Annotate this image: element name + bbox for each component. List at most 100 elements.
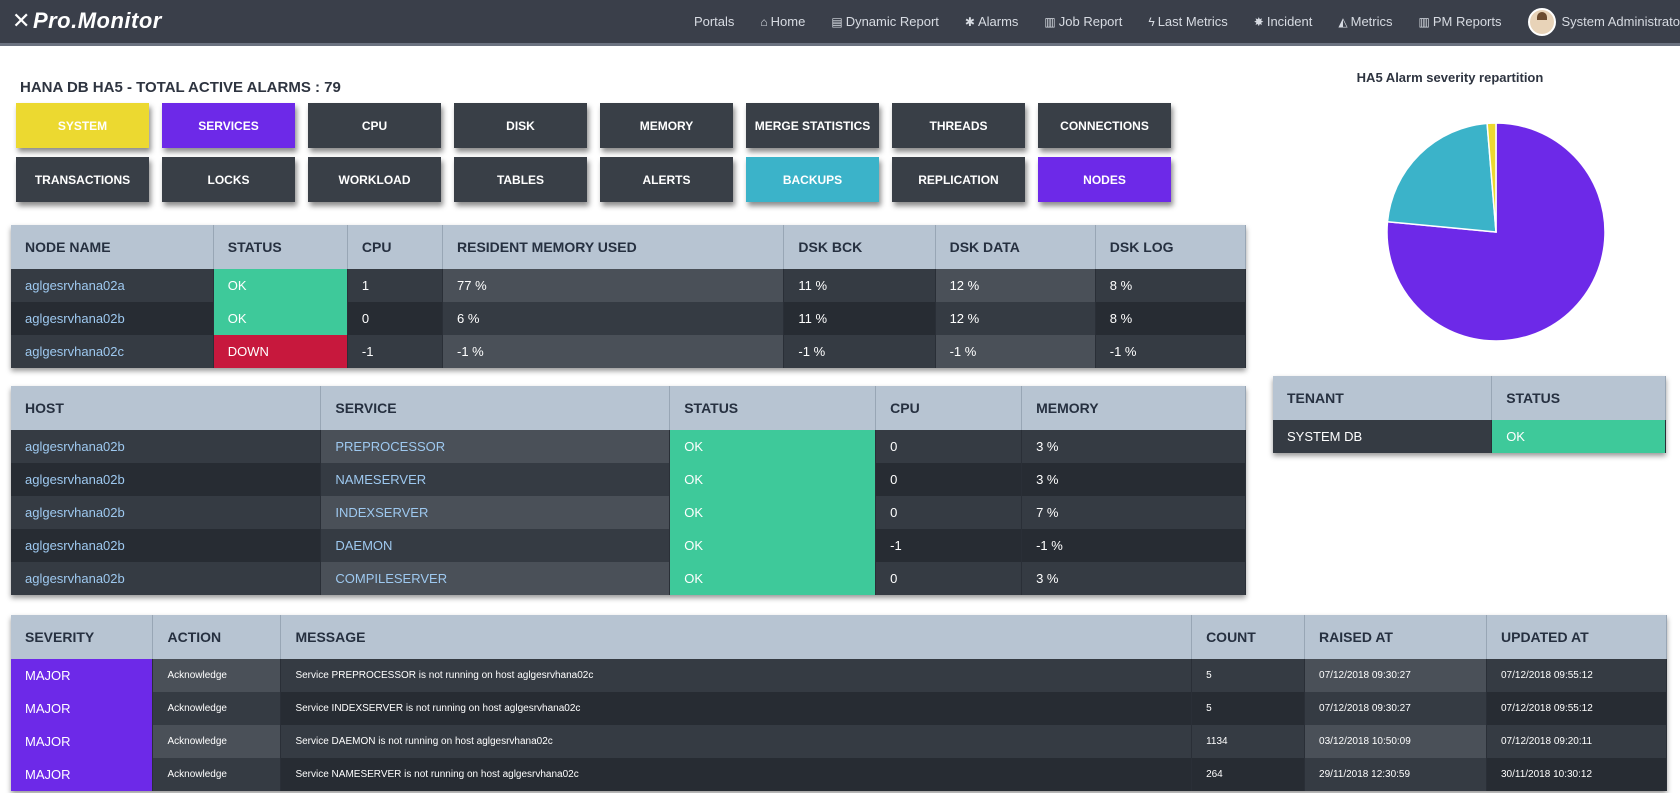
table-cell: aglgesrvhana02a xyxy=(11,269,214,302)
chart-title: HA5 Alarm severity repartition xyxy=(1300,70,1680,85)
table-row[interactable]: SYSTEM DB OK xyxy=(1273,420,1666,453)
column-header[interactable]: CPU xyxy=(875,386,1023,430)
table-cell: 11 % xyxy=(783,269,936,302)
table-row[interactable]: aglgesrvhana02b NAMESERVER OK 0 3 % xyxy=(11,463,1246,496)
table-cell: aglgesrvhana02b xyxy=(11,529,322,562)
nodes-table: NODE NAME STATUS CPU RESIDENT MEMORY USED DS… xyxy=(11,225,1247,368)
tile-nodes[interactable]: NODES xyxy=(1038,157,1171,202)
table-header-row: TENANT STATUS xyxy=(1273,376,1666,420)
tile-backups[interactable]: BACKUPS xyxy=(746,157,879,202)
table-cell: PREPROCESSOR xyxy=(320,430,671,463)
column-header[interactable]: HOST xyxy=(11,386,322,430)
table-cell: aglgesrvhana02b xyxy=(11,302,214,335)
tenants-table: TENANT STATUS SYSTEM DB OK xyxy=(1273,376,1666,453)
nav-item-dynamic-report[interactable]: ▤ Dynamic Report xyxy=(831,14,939,29)
column-header[interactable]: NODE NAME xyxy=(11,225,214,269)
tile-memory[interactable]: MEMORY xyxy=(600,103,733,148)
table-row[interactable]: aglgesrvhana02b INDEXSERVER OK 0 7 % xyxy=(11,496,1246,529)
column-header[interactable]: CPU xyxy=(347,225,444,269)
tile-cpu[interactable]: CPU xyxy=(308,103,441,148)
tile-transactions[interactable]: TRANSACTIONS xyxy=(16,157,149,202)
nav-item-metrics[interactable]: ◭ Metrics xyxy=(1338,14,1392,29)
alarms-table: SEVERITY ACTION MESSAGE COUNT RAISED AT UPDAT… xyxy=(11,615,1667,791)
table-cell: aglgesrvhana02b xyxy=(11,463,322,496)
table-row[interactable]: MAJOR Acknowledge Service DAEMON is not ru… xyxy=(11,725,1667,758)
table-cell: OK xyxy=(213,302,348,335)
app-logo[interactable]: ✕Pro.Monitor xyxy=(12,8,162,34)
column-header[interactable]: ACTION xyxy=(152,615,282,659)
table-row[interactable]: aglgesrvhana02b PREPROCESSOR OK 0 3 % xyxy=(11,430,1246,463)
table-cell: 07/12/2018 09:55:12 xyxy=(1486,659,1667,692)
column-header[interactable]: SERVICE xyxy=(320,386,671,430)
column-header[interactable]: SEVERITY xyxy=(11,615,154,659)
tile-merge-statistics[interactable]: MERGE STATISTICS xyxy=(746,103,879,148)
tile-tables[interactable]: TABLES xyxy=(454,157,587,202)
pie-slice-2[interactable] xyxy=(1486,122,1497,233)
tile-disk[interactable]: DISK xyxy=(454,103,587,148)
tile-system[interactable]: SYSTEM xyxy=(16,103,149,148)
column-header[interactable]: UPDATED AT xyxy=(1486,615,1667,659)
column-header[interactable]: STATUS xyxy=(213,225,348,269)
nav-item-alarms[interactable]: ✱ Alarms xyxy=(965,14,1019,29)
tile-replication[interactable]: REPLICATION xyxy=(892,157,1025,202)
table-row[interactable]: MAJOR Acknowledge Service NAMESERVER is no… xyxy=(11,758,1667,791)
column-header[interactable]: DSK LOG xyxy=(1095,225,1247,269)
column-header[interactable]: DSK DATA xyxy=(935,225,1096,269)
table-cell: Acknowledge xyxy=(152,758,282,791)
tile-connections[interactable]: CONNECTIONS xyxy=(1038,103,1171,148)
tile-threads[interactable]: THREADS xyxy=(892,103,1025,148)
table-row[interactable]: aglgesrvhana02b DAEMON OK -1 -1 % xyxy=(11,529,1246,562)
nav-item-pm-reports[interactable]: ▥ PM Reports xyxy=(1419,14,1502,29)
tile-workload[interactable]: WORKLOAD xyxy=(308,157,441,202)
column-header[interactable]: STATUS xyxy=(1491,376,1666,420)
table-row[interactable]: aglgesrvhana02b OK 0 6 % 11 % 12 % 8 % xyxy=(11,302,1247,335)
table-row[interactable]: aglgesrvhana02b COMPILESERVER OK 0 3 % xyxy=(11,562,1246,595)
nav-item-home[interactable]: ⌂ Home xyxy=(760,14,805,29)
pie-slice-1[interactable] xyxy=(1386,122,1497,233)
table-cell: aglgesrvhana02c xyxy=(11,335,214,368)
table-cell: 264 xyxy=(1191,758,1306,791)
table-cell: 11 % xyxy=(783,302,936,335)
tile-services[interactable]: SERVICES xyxy=(162,103,295,148)
column-header[interactable]: TENANT xyxy=(1273,376,1493,420)
column-header[interactable]: RESIDENT MEMORY USED xyxy=(442,225,785,269)
table-cell: Service DAEMON is not running on host ag… xyxy=(280,725,1193,758)
nav-label: Home xyxy=(770,14,806,29)
table-row[interactable]: aglgesrvhana02a OK 1 77 % 11 % 12 % 8 % xyxy=(11,269,1247,302)
table-row[interactable]: MAJOR Acknowledge Service PREPROCESSOR is … xyxy=(11,659,1667,692)
table-cell: 07/12/2018 09:20:11 xyxy=(1486,725,1667,758)
table-cell: 1134 xyxy=(1191,725,1306,758)
table-cell: 0 xyxy=(875,430,1023,463)
table-cell: INDEXSERVER xyxy=(320,496,671,529)
table-cell: aglgesrvhana02b xyxy=(11,430,322,463)
column-header[interactable]: COUNT xyxy=(1191,615,1306,659)
column-header[interactable]: DSK BCK xyxy=(783,225,936,269)
nav-item-portals[interactable]: Portals xyxy=(694,14,734,29)
table-cell: 03/12/2018 10:50:09 xyxy=(1304,725,1487,758)
column-header[interactable]: MEMORY xyxy=(1021,386,1246,430)
column-header[interactable]: RAISED AT xyxy=(1304,615,1487,659)
table-cell: 5 xyxy=(1191,692,1306,725)
table-row[interactable]: aglgesrvhana02c DOWN -1 -1 % -1 % -1 % -1 % xyxy=(11,335,1247,368)
services-table: HOST SERVICE STATUS CPU MEMORY aglgesrvhana02… xyxy=(11,386,1246,595)
column-header[interactable]: MESSAGE xyxy=(280,615,1193,659)
avatar xyxy=(1527,7,1556,36)
table-cell: 5 xyxy=(1191,659,1306,692)
user-menu[interactable]: System Administrato xyxy=(1527,7,1680,36)
table-cell: 6 % xyxy=(442,302,785,335)
table-cell: -1 % xyxy=(935,335,1096,368)
nav-label: Portals xyxy=(693,14,735,29)
tile-locks[interactable]: LOCKS xyxy=(162,157,295,202)
nav-label: Metrics xyxy=(1350,14,1393,29)
main-nav: Portals ⌂ Home ▤ Dynamic Report ✱ Alarms ▥ Job R… xyxy=(694,0,1680,43)
nav-alarms-icon: ✱ xyxy=(964,14,975,29)
nav-item-last-metrics[interactable]: ϟ Last Metrics xyxy=(1148,14,1227,29)
table-cell: aglgesrvhana02b xyxy=(11,496,322,529)
table-cell: Service INDEXSERVER is not running on ho… xyxy=(280,692,1193,725)
table-header-row: NODE NAME STATUS CPU RESIDENT MEMORY USED DS… xyxy=(11,225,1247,269)
tile-alerts[interactable]: ALERTS xyxy=(600,157,733,202)
table-row[interactable]: MAJOR Acknowledge Service INDEXSERVER is n… xyxy=(11,692,1667,725)
nav-item-job-report[interactable]: ▥ Job Report xyxy=(1044,14,1122,29)
column-header[interactable]: STATUS xyxy=(669,386,877,430)
nav-item-incident[interactable]: ✸ Incident xyxy=(1254,14,1313,29)
